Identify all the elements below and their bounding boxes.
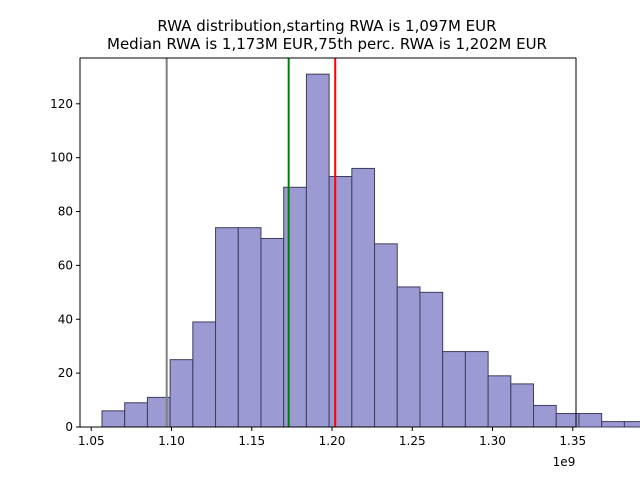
histogram-bar [601,421,625,428]
histogram-bar [510,383,535,428]
y-tick-label: 40 [58,312,73,326]
plot-frame [79,57,577,428]
histogram-bar [623,421,640,428]
x-tick-label: 1.30 [479,434,506,448]
histogram-bar [464,351,489,428]
histogram-bar [101,410,126,428]
chart-title-line-2: Median RWA is 1,173M EUR,75th perc. RWA … [107,35,547,53]
histogram-bar [442,351,466,428]
chart-title-line-1: RWA distribution,starting RWA is 1,097M … [157,17,496,35]
y-axis: 0 20 40 60 80 100 120 [50,97,80,434]
x-tick-label: 1.15 [238,434,265,448]
x-axis: 1.05 1.10 1.15 1.20 1.25 1.30 1.35 [78,427,586,448]
y-tick-label: 80 [58,205,73,219]
histogram-bar [328,176,353,428]
y-tick-label: 60 [58,258,73,272]
histogram-bar [283,186,307,428]
histogram-bar [124,402,148,428]
histogram-bar [192,321,217,428]
x-tick-label: 1.20 [319,434,346,448]
histogram-bar [396,286,421,428]
histogram-bar [169,359,194,428]
histogram-bar [578,413,603,428]
x-tick-label: 1.25 [399,434,426,448]
histogram-bar [419,291,444,428]
reference-lines [165,58,337,427]
x-tick-label: 1.05 [78,434,105,448]
histogram-bar [374,243,398,428]
histogram-bar [260,237,285,428]
y-tick-label: 20 [58,366,73,380]
histogram-bar [215,227,239,428]
histogram-bar [487,375,512,428]
histogram-bar [305,73,330,428]
y-tick-label: 100 [50,151,73,165]
y-tick-label: 0 [65,420,73,434]
x-tick-label: 1.10 [158,434,185,448]
histogram-bar [533,404,557,428]
histogram-bars [101,73,640,428]
x-tick-label: 1.35 [559,434,586,448]
y-tick-label: 120 [50,97,73,111]
histogram-bar [351,167,376,428]
histogram-bar [237,227,262,428]
x-axis-offset-label: 1e9 [553,455,576,469]
